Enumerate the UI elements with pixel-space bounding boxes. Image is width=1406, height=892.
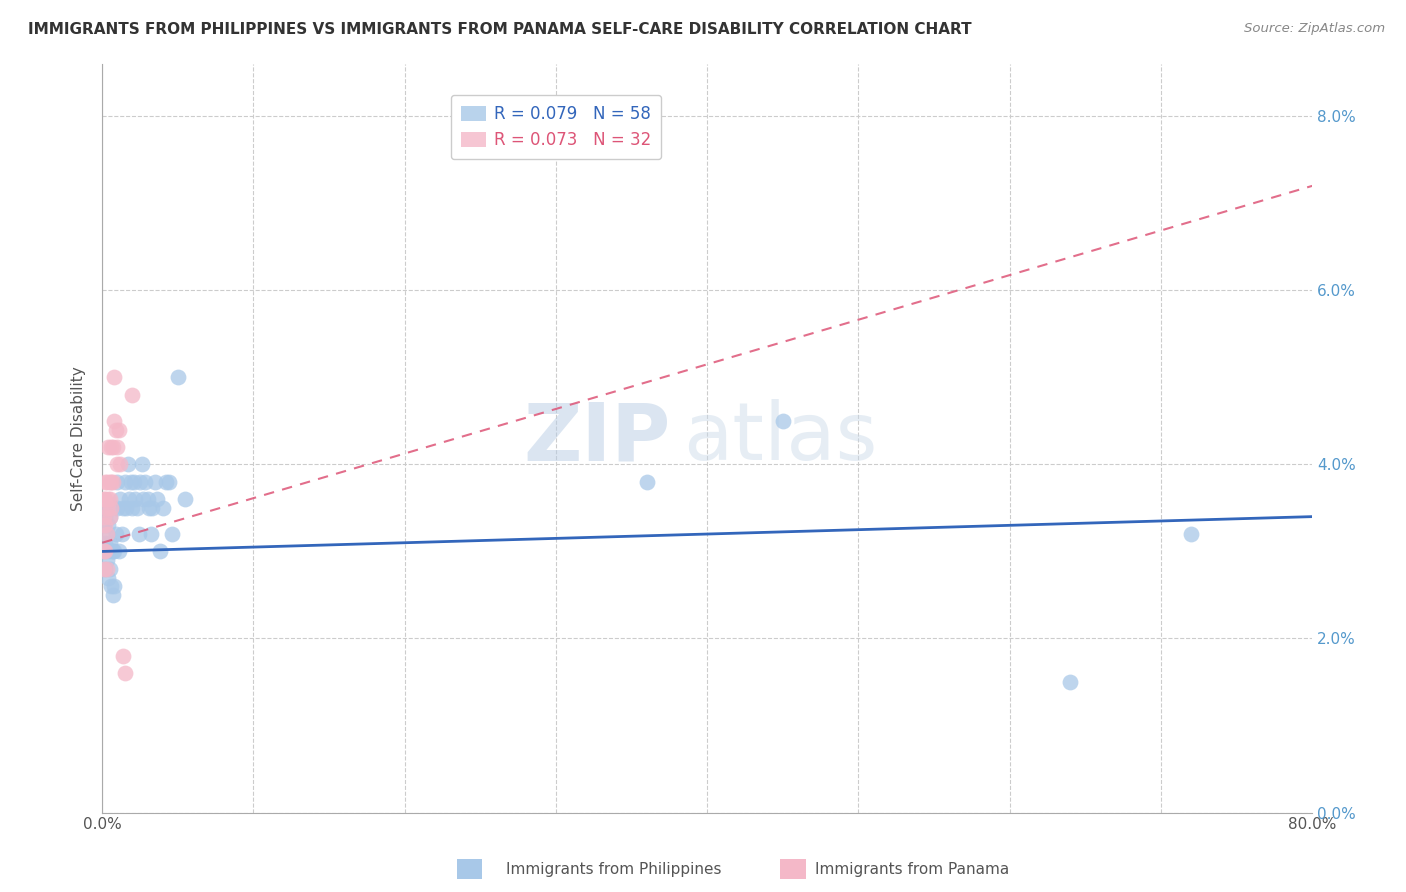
Point xyxy=(101,544,124,558)
Point xyxy=(96,527,118,541)
Point xyxy=(104,423,127,437)
Point xyxy=(120,475,142,489)
Point xyxy=(1059,675,1081,690)
Point xyxy=(103,414,125,428)
Point xyxy=(98,475,121,489)
Point xyxy=(93,518,115,533)
Point xyxy=(108,423,131,437)
Point xyxy=(96,475,118,489)
Text: Source: ZipAtlas.com: Source: ZipAtlas.com xyxy=(1244,22,1385,36)
Point xyxy=(121,500,143,515)
Point xyxy=(93,492,115,507)
Point xyxy=(131,458,153,472)
Point xyxy=(166,370,188,384)
Point xyxy=(155,475,177,489)
Point xyxy=(114,666,136,681)
Point xyxy=(98,509,121,524)
Point xyxy=(100,440,122,454)
Point xyxy=(772,414,794,428)
Point xyxy=(118,492,141,507)
Point xyxy=(97,492,120,507)
Point xyxy=(94,535,117,549)
Point xyxy=(94,518,117,533)
Point xyxy=(105,500,128,515)
Legend: R = 0.079   N = 58, R = 0.073   N = 32: R = 0.079 N = 58, R = 0.073 N = 32 xyxy=(451,95,661,159)
Point xyxy=(105,458,128,472)
Point xyxy=(105,475,128,489)
Point xyxy=(96,562,118,576)
Text: atlas: atlas xyxy=(683,400,877,477)
Point xyxy=(111,527,134,541)
Point xyxy=(125,500,148,515)
Point xyxy=(108,544,131,558)
Point xyxy=(96,553,118,567)
Point xyxy=(94,544,117,558)
Point xyxy=(122,475,145,489)
Point xyxy=(93,562,115,576)
Point xyxy=(93,544,115,558)
Point xyxy=(636,475,658,489)
Point xyxy=(96,527,118,541)
Text: ZIP: ZIP xyxy=(523,400,671,477)
Point xyxy=(1180,527,1202,541)
Point xyxy=(103,370,125,384)
Point xyxy=(134,475,156,489)
Point xyxy=(103,579,125,593)
Point xyxy=(94,562,117,576)
Point xyxy=(97,440,120,454)
Point xyxy=(149,544,172,558)
Point xyxy=(103,544,125,558)
Point xyxy=(98,535,121,549)
Point xyxy=(100,475,122,489)
Text: IMMIGRANTS FROM PHILIPPINES VS IMMIGRANTS FROM PANAMA SELF-CARE DISABILITY CORRE: IMMIGRANTS FROM PHILIPPINES VS IMMIGRANT… xyxy=(28,22,972,37)
Point xyxy=(114,475,136,489)
Point xyxy=(136,492,159,507)
Point xyxy=(143,475,166,489)
Point xyxy=(94,492,117,507)
Point xyxy=(97,518,120,533)
Point xyxy=(93,544,115,558)
Point xyxy=(94,475,117,489)
Point xyxy=(97,544,120,558)
Point xyxy=(100,579,122,593)
Text: Immigrants from Philippines: Immigrants from Philippines xyxy=(506,863,721,877)
Point xyxy=(94,509,117,524)
Point xyxy=(115,500,138,515)
Point xyxy=(105,440,128,454)
Point xyxy=(104,527,127,541)
Point xyxy=(128,527,150,541)
Point xyxy=(98,562,121,576)
Point xyxy=(101,440,124,454)
Point xyxy=(174,492,197,507)
Point xyxy=(145,492,167,507)
Point xyxy=(129,475,152,489)
Y-axis label: Self-Care Disability: Self-Care Disability xyxy=(72,366,86,511)
Point xyxy=(100,500,122,515)
Point xyxy=(139,527,162,541)
Point xyxy=(93,509,115,524)
Point xyxy=(157,475,180,489)
Text: Immigrants from Panama: Immigrants from Panama xyxy=(815,863,1010,877)
Point xyxy=(124,492,146,507)
Point xyxy=(101,588,124,602)
Point xyxy=(98,509,121,524)
Point xyxy=(110,458,132,472)
Point xyxy=(110,492,132,507)
Point xyxy=(100,544,122,558)
Point xyxy=(141,500,163,515)
Point xyxy=(101,475,124,489)
Point xyxy=(98,492,121,507)
Point xyxy=(132,492,155,507)
Point xyxy=(121,388,143,402)
Point xyxy=(138,500,160,515)
Point xyxy=(97,570,120,584)
Point xyxy=(96,500,118,515)
Point xyxy=(96,500,118,515)
Point xyxy=(160,527,183,541)
Point xyxy=(112,648,135,663)
Point xyxy=(152,500,174,515)
Point xyxy=(112,500,135,515)
Point xyxy=(117,458,139,472)
